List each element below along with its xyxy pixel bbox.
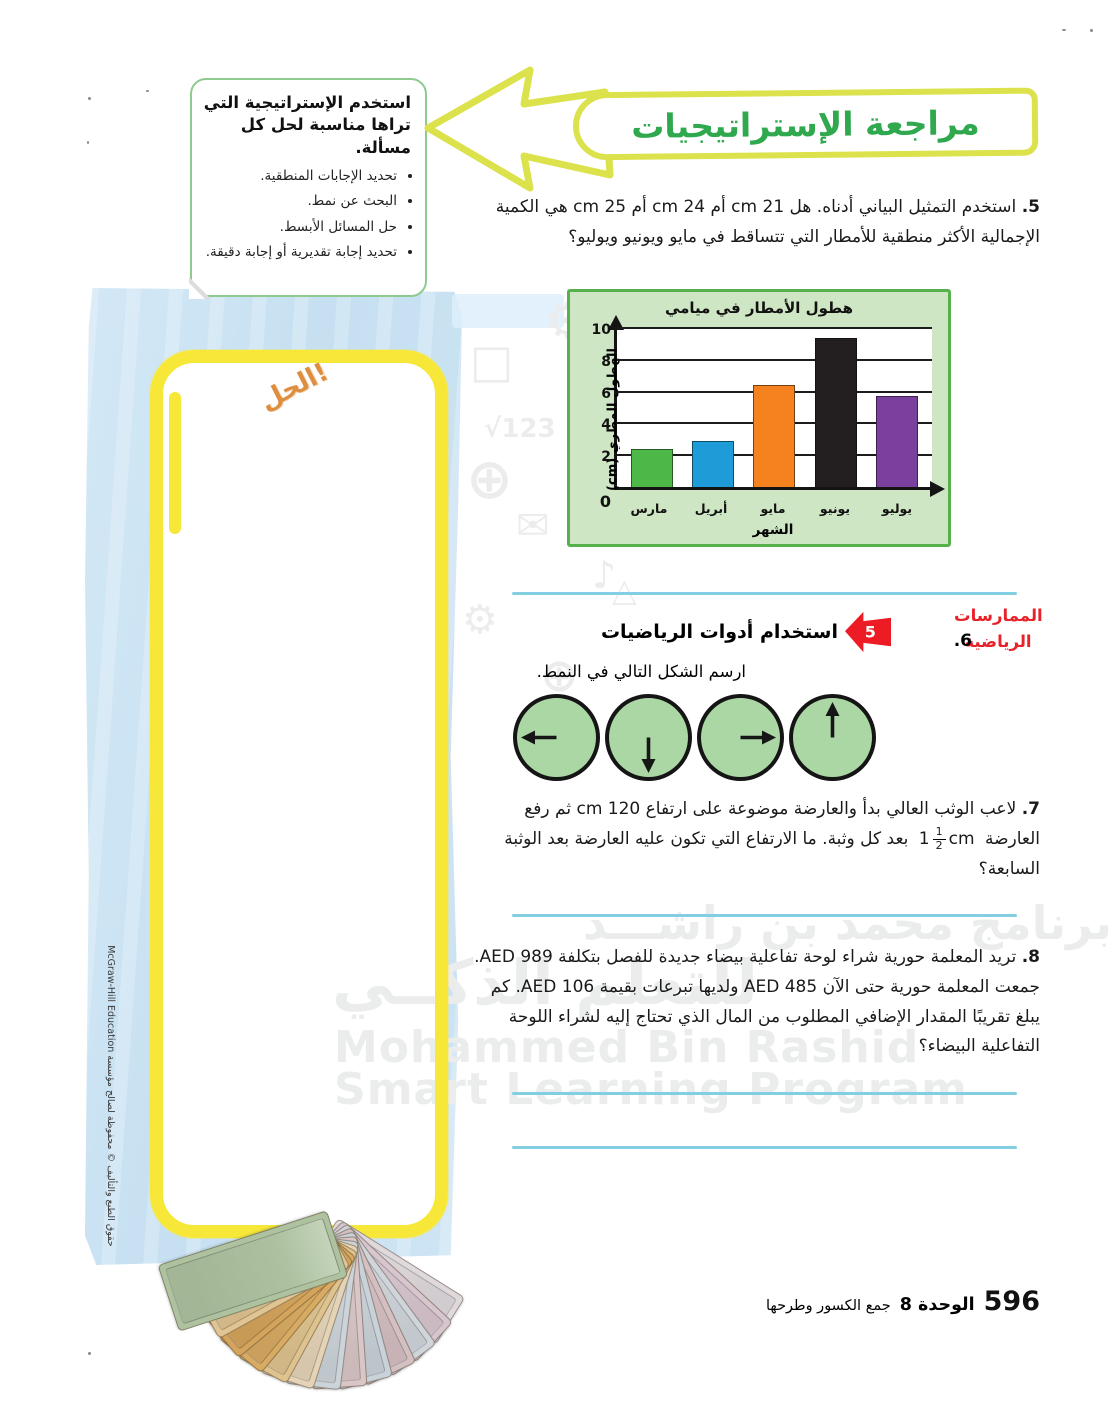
watermark-text: للتعلم الذكــي [332, 946, 758, 1019]
dirham-banknotes-image [146, 1100, 506, 1391]
problem-6-title: استخدام أدوات الرياضيات [600, 621, 838, 643]
page-footer: 596 الوحدة 8 جمع الكسور وطرحها [766, 1286, 1040, 1317]
watermark-text: برنامج محمد بن راشـــد [582, 896, 1112, 950]
watercolor-strip [452, 294, 564, 328]
chart-category-label: يوليو [881, 501, 913, 516]
x-axis-arrow-icon [930, 480, 945, 497]
chart-plot: الهطول المطري (cm) 0 2 4 6 8 10 [592, 315, 945, 511]
pattern-circle-right-arrow [697, 694, 784, 781]
strategy-bullet: تحديد الإجابات المنطقية. [202, 167, 397, 187]
problem-7-text-part1: لاعب الوثب العالي بدأ والعارضة موضوعة عل… [524, 799, 1040, 849]
practice-badge-number: 5 [864, 622, 876, 642]
answer-line [512, 914, 1017, 917]
pattern-circle-down-arrow [605, 694, 692, 781]
pattern-circle-up-arrow [789, 694, 876, 781]
print-speck [1062, 29, 1066, 31]
problem-5-number: 5. [1021, 197, 1040, 217]
chart-title: هطول الأمطار في ميامي [664, 299, 854, 317]
math-doodle-icon: △ [612, 571, 637, 609]
chart-category-label: أبريل [694, 501, 728, 516]
math-doodle-icon: ✉ [516, 503, 550, 549]
answer-line [512, 1146, 1017, 1149]
math-doodle-icon: ⚙ [462, 597, 498, 643]
left-arrow-icon [521, 730, 557, 745]
chart-y-tick: 6 [601, 385, 611, 402]
chart-bar-2 [753, 385, 796, 487]
problem-8-number: 8. [1021, 947, 1040, 967]
print-speck [146, 90, 149, 92]
mixed-fraction: 1 1 2 cm [918, 825, 975, 853]
highlighter-frame-fill [150, 350, 448, 1238]
strategy-callout-box: استخدم الإستراتيجية التي تراها مناسبة لح… [190, 78, 427, 297]
y-axis-arrow-icon [607, 315, 624, 330]
problem-7-number: 7. [1021, 799, 1040, 819]
unit-title: جمع الكسور وطرحها [765, 1298, 891, 1314]
problem-8-text: تريد المعلمة حورية شراء لوحة تفاعلية بيض… [474, 947, 1040, 1057]
chart-y-tick: 10 [591, 322, 611, 338]
highlighter-stroke [169, 392, 181, 534]
title-banner: مراجعة الإستراتيجيات [572, 87, 1039, 161]
chart-gridline [617, 358, 932, 361]
problem-7: 7. لاعب الوثب العالي بدأ والعارضة موضوعة… [474, 795, 1040, 884]
math-doodle-icon: ♪ [592, 553, 617, 597]
unit-label: الوحدة 8 [899, 1295, 975, 1315]
math-doodle-icon: □ [470, 334, 514, 388]
math-doodle-icon: √123 [484, 414, 556, 444]
chart-bar-0 [630, 448, 673, 487]
chart-y-tick: 8 [601, 353, 611, 370]
chart-y-tick: 2 [601, 449, 611, 466]
print-speck [88, 1352, 91, 1355]
strategy-heading: استخدم الإستراتيجية التي تراها مناسبة لح… [203, 93, 411, 157]
math-doodle-icon: ⊕ [466, 447, 513, 512]
chart-category-label: مايو [760, 501, 786, 516]
answer-line [512, 592, 1017, 595]
page-title: مراجعة الإستراتيجيات [631, 102, 980, 146]
chart-category-label: مارس [630, 501, 668, 516]
math-doodle-icon: ⊕ [540, 648, 579, 702]
down-arrow-icon [641, 737, 656, 773]
problem-7-text-part2: بعد كل وثبة. ما الارتفاع التي تكون عليه … [504, 828, 1040, 879]
answer-line [512, 1092, 1017, 1095]
math-practices-label: الممارسات الرياضية [954, 606, 1043, 652]
pattern-circle-left-arrow [513, 694, 600, 781]
rainfall-bar-chart: هطول الأمطار في ميامي الهطول المطري (cm)… [567, 289, 951, 547]
problem-6-number: 6. [953, 631, 972, 651]
strategy-bullet: حل المسائل الأبسط. [202, 218, 397, 238]
problem-5-text: استخدم التمثيل البياني أدناه. هل 21 cm أ… [495, 197, 1040, 247]
problem-8: 8. تريد المعلمة حورية شراء لوحة تفاعلية … [474, 943, 1040, 1062]
print-speck [88, 97, 91, 100]
practice-badge-arrow-icon: 5 [845, 611, 891, 653]
chart-category-labels: مارس أبريل مايو يونيو يوليو [614, 501, 932, 516]
chart-bar-4 [876, 396, 919, 487]
chart-category-label: يونيو [819, 501, 851, 516]
up-arrow-icon [825, 702, 840, 738]
strategy-bullets: تحديد الإجابات المنطقية. البحث عن نمط. حل … [202, 167, 397, 263]
chart-y-tick: 4 [601, 417, 611, 434]
pattern-circles [513, 694, 876, 781]
problem-5: 5. استخدم التمثيل البياني أدناه. هل 21 c… [487, 193, 1040, 253]
page-fold-corner-inner [189, 283, 205, 299]
chart-gridline [617, 327, 932, 329]
chart-bar-3 [814, 337, 857, 487]
print-speck [1090, 29, 1093, 32]
strategy-bullet: البحث عن نمط. [202, 192, 398, 212]
chart-y-tick: 0 [599, 492, 611, 511]
page-number: 596 [983, 1286, 1040, 1317]
chart-bars [617, 328, 932, 487]
chart-bar-1 [692, 440, 735, 487]
problem-6-text: ارسم الشكل التالي في النمط. [536, 662, 746, 681]
copyright-notice: حقوق الطبع والتأليف © محفوظة لصالح مؤسسة… [105, 945, 116, 1247]
watermark-text: Mohammed Bin Rashid [334, 1022, 920, 1073]
right-arrow-icon [740, 730, 776, 745]
print-speck [87, 141, 89, 144]
chart-x-axis-label: الشهر [752, 522, 794, 538]
strategy-bullet: تحديد إجابة تقديرية أو إجابة دقيقة. [202, 243, 397, 263]
